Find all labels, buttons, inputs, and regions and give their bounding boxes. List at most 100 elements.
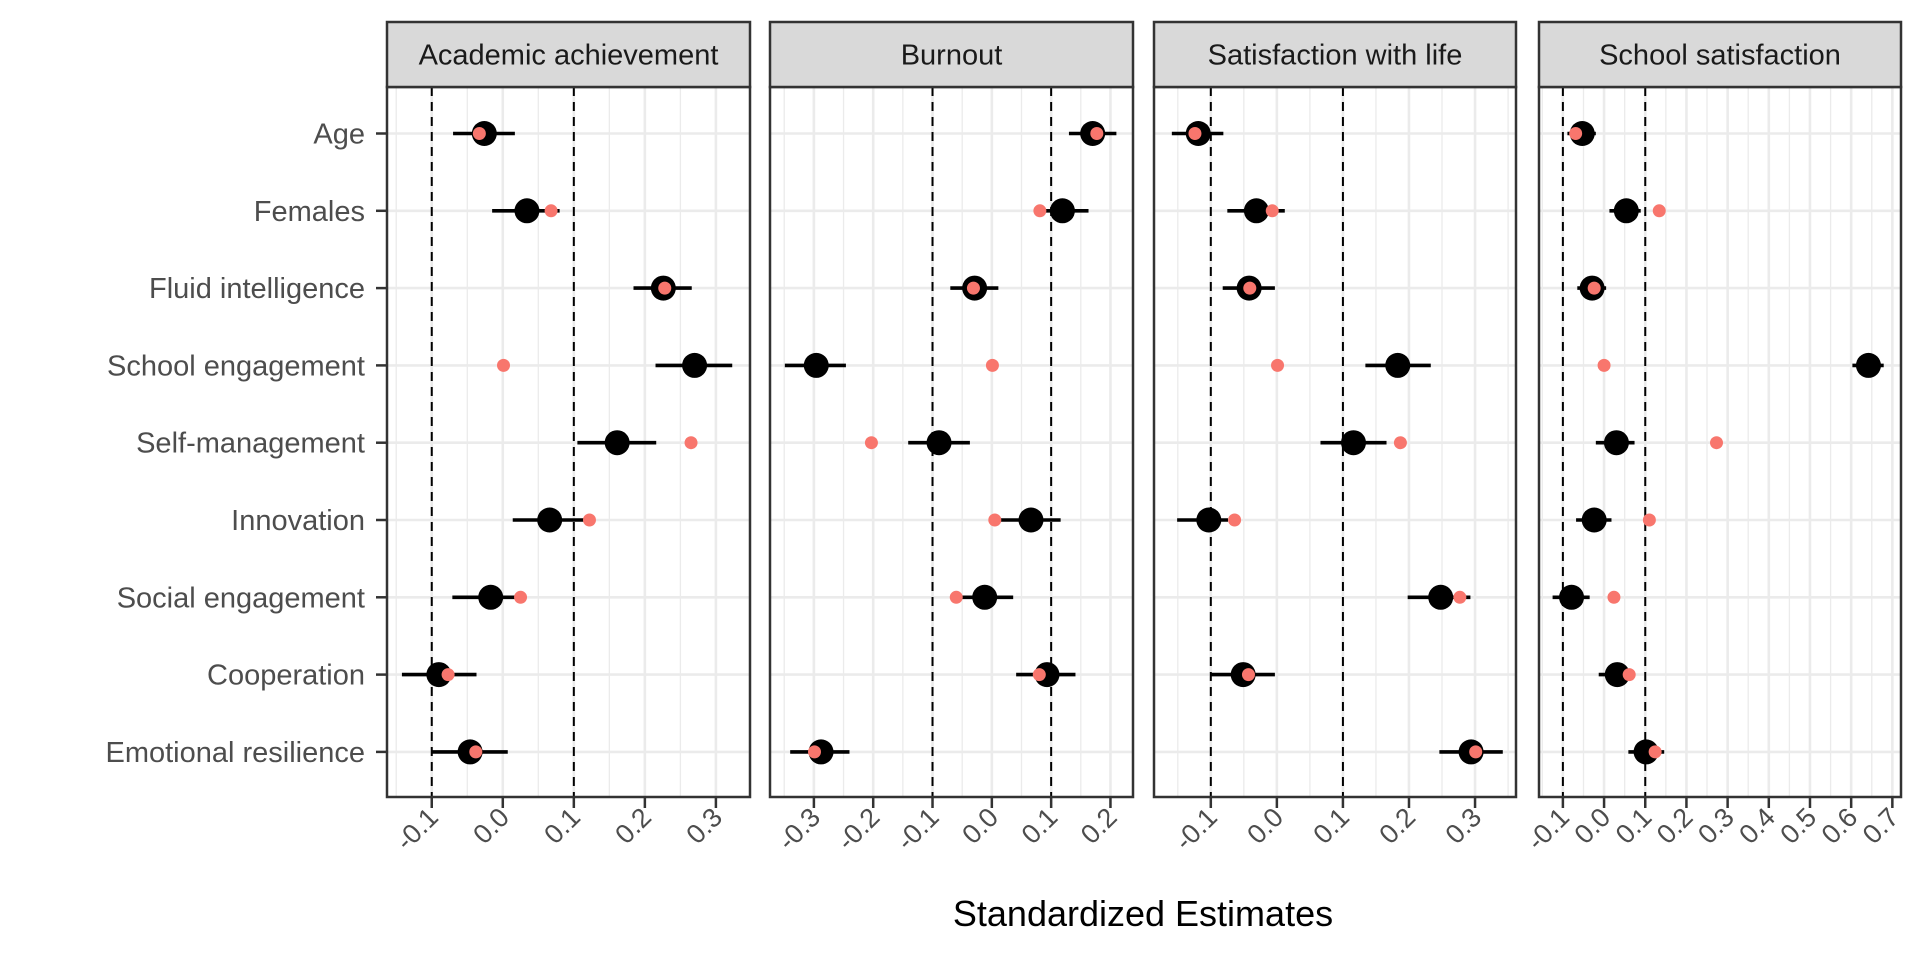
x-tick-label: -0.3 [772, 802, 826, 856]
estimate-point [1243, 198, 1269, 224]
secondary-estimate-point [1271, 358, 1285, 372]
x-tick-label: 0.0 [1241, 802, 1289, 850]
secondary-estimate-point [1622, 668, 1636, 682]
x-tick-label: -0.1 [1521, 802, 1575, 856]
secondary-estimate-point [1597, 358, 1611, 372]
strip-title: Burnout [901, 40, 1003, 72]
estimate-point [926, 430, 952, 456]
estimate-point [537, 507, 563, 533]
secondary-estimate-point [1648, 745, 1662, 759]
strip-title: Satisfaction with life [1208, 40, 1463, 72]
panel-burnout: Burnout -0.3 -0.2 -0.1 0.0 0.1 0.2 [768, 20, 1135, 856]
secondary-estimate-point [988, 513, 1002, 527]
estimate-point [478, 584, 504, 610]
x-tick-label: 0.2 [1075, 802, 1123, 850]
x-tick-label: -0.1 [1169, 802, 1223, 856]
secondary-estimate-point [1642, 513, 1656, 527]
x-tick-label: 0.4 [1733, 802, 1781, 850]
y-tick-label: Social engagement [117, 582, 365, 614]
secondary-estimate-point [1607, 590, 1621, 604]
estimate-point [1604, 662, 1630, 688]
strip-header [768, 20, 1135, 89]
secondary-estimate-point [864, 436, 878, 450]
estimate-point [1855, 352, 1881, 378]
y-tick-label: Females [254, 196, 365, 228]
secondary-estimate-point [684, 436, 698, 450]
strip-header [1537, 20, 1903, 89]
estimate-point [604, 430, 630, 456]
secondary-estimate-point [582, 513, 596, 527]
estimate-point [1559, 584, 1585, 610]
secondary-estimate-point [1188, 127, 1202, 140]
secondary-estimate-point [658, 281, 672, 295]
x-tick-label: 0.1 [1307, 802, 1355, 850]
x-tick-label: 0.0 [1569, 802, 1617, 850]
secondary-estimate-point [469, 745, 483, 759]
panel-satisfaction-with-life: Satisfaction with life -0.1 0.0 0.1 0.2 0.3 [1152, 20, 1518, 856]
y-tick-label: Age [313, 119, 365, 151]
strip-title: Academic achievement [419, 40, 719, 72]
secondary-estimate-point [472, 127, 486, 140]
estimate-point [972, 584, 998, 610]
x-tick-label: 0.3 [1692, 802, 1740, 850]
secondary-estimate-point [1228, 513, 1242, 527]
estimate-point [1613, 198, 1639, 224]
secondary-estimate-point [441, 668, 455, 682]
estimate-point [426, 662, 452, 688]
estimate-point [1603, 430, 1629, 456]
x-tick-label: 0.0 [956, 802, 1004, 850]
x-tick-label: 0.5 [1774, 802, 1822, 850]
secondary-estimate-point [807, 745, 821, 759]
estimate-point [514, 198, 540, 224]
y-tick-label: School engagement [107, 350, 365, 382]
strip-header [1152, 20, 1518, 89]
secondary-estimate-point [1569, 127, 1583, 140]
secondary-estimate-point [514, 590, 528, 604]
secondary-estimate-point [1033, 204, 1047, 218]
estimate-point [1340, 430, 1366, 456]
y-tick-label: Cooperation [207, 660, 365, 692]
x-tick-label: 0.1 [538, 802, 586, 850]
x-tick-label: 0.7 [1857, 802, 1905, 850]
x-tick-label: 0.2 [1373, 802, 1421, 850]
estimate-point [1049, 198, 1075, 224]
x-tick-label: 0.3 [680, 802, 728, 850]
x-tick-label: -0.2 [831, 802, 885, 856]
secondary-estimate-point [1090, 127, 1104, 140]
x-axis-title: Standardized Estimates [953, 893, 1333, 934]
x-tick-label: 0.2 [1651, 802, 1699, 850]
secondary-estimate-point [985, 358, 999, 372]
x-tick-label: 0.3 [1440, 802, 1488, 850]
secondary-estimate-point [1241, 668, 1255, 682]
estimate-point [1018, 507, 1044, 533]
strip-header [385, 20, 752, 89]
x-tick-label: 0.1 [1610, 802, 1658, 850]
x-tick-label: 0.1 [1016, 802, 1064, 850]
y-tick-label: Innovation [231, 505, 365, 537]
secondary-estimate-point [1265, 204, 1279, 218]
estimate-point [1428, 584, 1454, 610]
estimate-point [1385, 352, 1411, 378]
secondary-estimate-point [1652, 204, 1666, 218]
y-axis-labels: Age Females Fluid intelligence School engag… [105, 119, 365, 769]
secondary-estimate-point [1453, 590, 1467, 604]
panels-layer: Academic achievement-0.1 0.0 0.1 0.2 0.3Burn… [376, 20, 1905, 856]
estimate-point [1581, 507, 1607, 533]
y-tick-label: Self-management [136, 428, 365, 460]
secondary-estimate-point [1032, 668, 1046, 682]
strip-title: School satisfaction [1599, 40, 1841, 72]
panel-academic-achievement: Academic achievement -0.1 0.0 0.1 0.2 0.3 [376, 20, 752, 856]
secondary-estimate-point [497, 358, 511, 372]
secondary-estimate-point [1469, 745, 1483, 759]
estimate-point [803, 352, 829, 378]
secondary-estimate-point [1243, 281, 1257, 295]
secondary-estimate-point [1587, 281, 1601, 295]
secondary-estimate-point [1393, 436, 1407, 450]
y-tick-label: Fluid intelligence [149, 273, 365, 305]
x-tick-label: 0.6 [1816, 802, 1864, 850]
secondary-estimate-point [966, 281, 980, 295]
secondary-estimate-point [949, 590, 963, 604]
secondary-estimate-point [1709, 436, 1723, 450]
secondary-estimate-point [544, 204, 558, 218]
